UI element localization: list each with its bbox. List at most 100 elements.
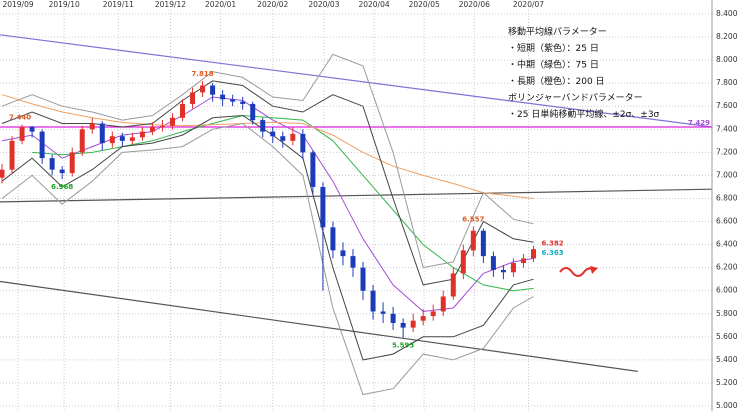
x-tick-label: 2020/04 (358, 0, 389, 9)
candle-body (230, 99, 236, 102)
candle-body (300, 133, 306, 153)
candle-body (89, 123, 95, 130)
y-tick-label: 6.400 (716, 240, 738, 249)
candle-body (290, 133, 296, 141)
candle-body (59, 169, 65, 174)
parameter-note: 移動平均線パラメーター (508, 26, 607, 38)
candle-body (149, 126, 155, 132)
candle-body (49, 158, 55, 170)
x-tick-label: 2020/07 (513, 0, 544, 9)
candle-body (450, 273, 456, 297)
x-tick-label: 2019/09 (2, 0, 33, 9)
candle-body (470, 230, 476, 251)
candle-body (500, 269, 506, 273)
y-tick-label: 6.600 (716, 217, 738, 226)
candle-body (350, 256, 356, 268)
candle-body (340, 250, 346, 257)
y-tick-label: 5.200 (716, 378, 738, 387)
candle-body (330, 227, 336, 251)
candle-body (380, 311, 386, 314)
candle-body (490, 256, 496, 270)
candle-body (530, 249, 536, 259)
parameter-note: ボリンジャーバンドパラメーター (508, 93, 643, 104)
candle-body (320, 186, 326, 228)
y-tick-label: 7.000 (716, 170, 738, 179)
candle-body (520, 258, 526, 264)
candle-body (460, 250, 466, 274)
candle-body (180, 103, 186, 118)
indicator-line (1, 53, 534, 269)
price-annotation: 6.363 (542, 249, 564, 257)
candle-body (39, 131, 45, 159)
candle-body (420, 316, 426, 321)
price-annotation: 7.818 (191, 70, 213, 78)
x-tick-label: 2020/06 (459, 0, 490, 9)
price-annotation: 6.382 (542, 240, 564, 248)
candle-body (129, 137, 135, 141)
price-annotation: 7.429 (688, 119, 710, 127)
parameter-note: ・長期（橙色）：200 日 (508, 75, 605, 87)
candle-body (200, 85, 206, 93)
trend-line (0, 188, 713, 203)
candle-body (400, 322, 406, 328)
y-tick-label: 7.800 (716, 78, 738, 87)
y-tick-label: 8.000 (716, 55, 738, 64)
candle-body (159, 125, 165, 127)
y-tick-label: 5.800 (716, 309, 738, 318)
y-tick-label: 5.400 (716, 355, 738, 364)
candle-body (410, 320, 416, 328)
parameter-note: ・短期（紫色）：25 日 (508, 42, 599, 54)
arrow-head (590, 266, 598, 274)
y-tick-label: 7.200 (716, 147, 738, 156)
candle-body (270, 131, 276, 137)
candle-body (370, 290, 376, 312)
indicator-line (1, 122, 534, 396)
candle-body (210, 85, 216, 95)
y-tick-label: 6.000 (716, 286, 738, 295)
candle-body (220, 94, 226, 100)
indicator-line (1, 96, 534, 313)
candle-body (9, 140, 15, 170)
x-tick-label: 2020/01 (205, 0, 236, 9)
candle-body (79, 129, 85, 153)
candle-body (0, 169, 5, 178)
candle-body (109, 136, 115, 144)
candle-body (510, 263, 516, 273)
y-tick-label: 6.800 (716, 193, 738, 202)
x-tick-label: 2020/05 (409, 0, 440, 9)
candle-body (480, 230, 486, 257)
candle-body (19, 126, 25, 141)
y-tick-label: 6.200 (716, 263, 738, 272)
price-annotation: 6.968 (51, 183, 73, 191)
y-tick-label: 7.400 (716, 124, 738, 133)
y-tick-label: 5.000 (716, 401, 738, 410)
candle-body (430, 311, 436, 317)
x-tick-label: 2019/12 (155, 0, 186, 9)
candle-body (69, 152, 75, 174)
price-annotation: 7.440 (9, 114, 31, 122)
indicator-lines (0, 34, 713, 396)
parameter-note: ・中期（緑色）：75 日 (508, 59, 599, 71)
candle-body (99, 123, 105, 144)
x-tick-label: 2019/11 (103, 0, 134, 9)
candle-body (390, 313, 396, 323)
y-tick-label: 5.600 (716, 332, 738, 341)
candle-body (280, 136, 286, 141)
trend-line (0, 280, 638, 372)
candle-body (29, 126, 35, 132)
y-tick-label: 7.600 (716, 101, 738, 110)
candle-body (169, 117, 175, 126)
candle-body (440, 296, 446, 312)
x-tick-label: 2020/03 (308, 0, 339, 9)
candles (0, 81, 536, 338)
price-annotation: 6.557 (462, 215, 484, 223)
candle-body (119, 136, 125, 141)
parameter-note: ・25 日単純移動平均線、±2σ、±3σ (508, 108, 660, 120)
x-tick-label: 2019/10 (49, 0, 80, 9)
price-annotation: 5.593 (392, 342, 414, 350)
candle-body (240, 101, 246, 104)
y-tick-label: 8.400 (716, 9, 738, 18)
candle-body (250, 103, 256, 121)
